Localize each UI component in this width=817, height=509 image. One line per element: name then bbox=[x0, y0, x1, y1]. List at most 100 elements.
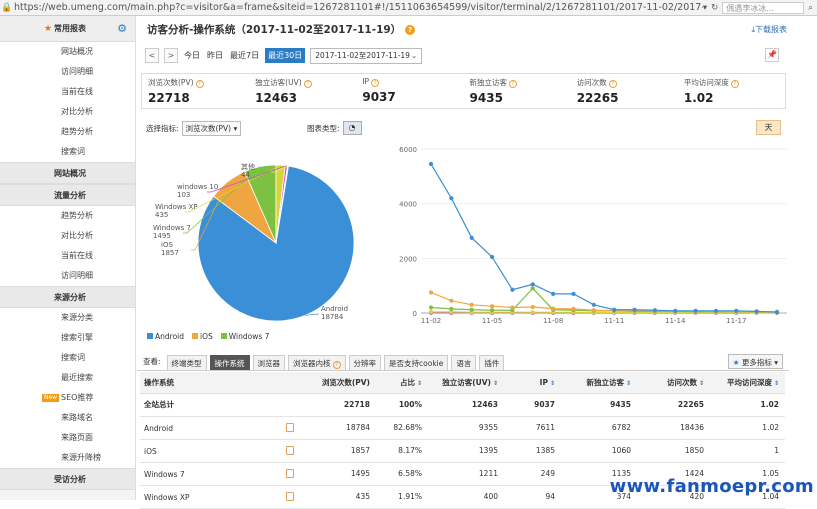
x-tick-label: 11-17 bbox=[726, 317, 746, 325]
metric-depth: 平均访问深度?1.02 bbox=[678, 74, 785, 108]
detail-icon[interactable] bbox=[286, 469, 294, 478]
metric-label: 新独立访客 bbox=[470, 78, 508, 87]
date-range-picker[interactable]: 2017-11-02至2017-11-19 ⌄ bbox=[310, 48, 422, 64]
sidebar-item-traffic-trend[interactable]: 趋势分析 bbox=[0, 206, 135, 226]
prev-period-button[interactable]: < bbox=[145, 48, 159, 63]
sidebar-section-overview[interactable]: 网站概况 bbox=[0, 162, 135, 184]
detail-icon[interactable] bbox=[286, 423, 294, 432]
data-point bbox=[592, 308, 596, 312]
cell-share: 6.58% bbox=[376, 462, 428, 485]
cell-depth: 1.02 bbox=[710, 416, 785, 439]
cell-os: Windows 7 bbox=[140, 462, 310, 485]
col-share[interactable]: 占比⇕ bbox=[376, 372, 428, 393]
search-icon[interactable]: ⌕ bbox=[808, 3, 813, 13]
tab-browser[interactable]: 浏览器 bbox=[253, 355, 286, 370]
legend-item-android[interactable]: Android bbox=[147, 332, 184, 341]
sort-icon: ⇕ bbox=[550, 380, 555, 387]
col-visits[interactable]: 访问次数⇕ bbox=[637, 372, 710, 393]
data-point bbox=[429, 310, 433, 314]
col-uv[interactable]: 独立访客(UV)⇕ bbox=[428, 372, 504, 393]
x-tick-label: 11-14 bbox=[665, 317, 686, 325]
tab-terminal-type[interactable]: 终端类型 bbox=[167, 355, 207, 370]
today-button[interactable]: 今日 bbox=[183, 50, 201, 61]
metric-visits: 访问次数?22265 bbox=[571, 74, 678, 108]
url-text[interactable]: https://web.umeng.com/main.php?c=visitor… bbox=[14, 2, 703, 13]
next-period-button[interactable]: > bbox=[164, 48, 178, 63]
sidebar-item-online-now[interactable]: 当前在线 bbox=[0, 82, 135, 102]
tab-resolution[interactable]: 分辨率 bbox=[349, 355, 382, 370]
data-point bbox=[449, 307, 453, 311]
detail-icon[interactable] bbox=[286, 492, 294, 501]
legend-label: Android bbox=[155, 332, 184, 341]
sidebar-item-search-engine[interactable]: 搜索引擎 bbox=[0, 328, 135, 348]
tab-os[interactable]: 操作系统 bbox=[210, 355, 250, 370]
sidebar-item-site-overview[interactable]: 网站概况 bbox=[0, 42, 135, 62]
sidebar-item-source-ranking[interactable]: 来源升降榜 bbox=[0, 448, 135, 468]
data-point bbox=[693, 309, 697, 313]
col-depth[interactable]: 平均访问深度⇕ bbox=[710, 372, 785, 393]
tab-cookie[interactable]: 是否支持cookie bbox=[384, 355, 448, 370]
metric-value: 1.02 bbox=[684, 91, 785, 105]
gear-icon[interactable]: ⚙ bbox=[117, 22, 127, 35]
sidebar-item-seo[interactable]: New SEO推荐 bbox=[0, 388, 135, 408]
col-pv[interactable]: 浏览次数(PV) bbox=[310, 372, 376, 393]
help-icon[interactable]: ? bbox=[731, 80, 739, 88]
browser-address-bar[interactable]: 🔒 https://web.umeng.com/main.php?c=visit… bbox=[0, 0, 817, 16]
last7-button[interactable]: 最近7日 bbox=[229, 50, 260, 61]
pin-icon[interactable]: 📌 bbox=[765, 48, 779, 62]
help-icon[interactable]: ? bbox=[405, 25, 415, 35]
browser-search-field[interactable]: 偶遇李冰冰... bbox=[722, 2, 804, 14]
indicator-dropdown[interactable]: 浏览次数(PV) ▾ bbox=[182, 121, 242, 136]
x-tick-label: 11-02 bbox=[421, 317, 441, 325]
help-icon[interactable]: ? bbox=[304, 80, 312, 88]
cell-pv: 22718 bbox=[310, 393, 376, 416]
metric-value: 9037 bbox=[362, 90, 463, 104]
sidebar-item-compare[interactable]: 对比分析 bbox=[0, 102, 135, 122]
data-point bbox=[714, 309, 718, 313]
col-os[interactable]: 操作系统 bbox=[140, 372, 310, 393]
sidebar-item-recent-search[interactable]: 最近搜索 bbox=[0, 368, 135, 388]
cell-ip: 1385 bbox=[504, 439, 561, 462]
more-metrics-button[interactable]: ★ 更多指标 ▾ bbox=[728, 354, 783, 369]
sidebar-header-common-reports[interactable]: ★ 常用报表 ⚙ bbox=[0, 16, 135, 42]
sidebar-item-search-terms[interactable]: 搜索词 bbox=[0, 142, 135, 162]
pie-label-name: windows 10 bbox=[177, 183, 218, 191]
help-icon[interactable]: ? bbox=[196, 80, 204, 88]
sidebar-section-traffic[interactable]: 流量分析 bbox=[0, 184, 135, 206]
detail-icon[interactable] bbox=[286, 446, 294, 455]
sidebar-item-source-category[interactable]: 来源分类 bbox=[0, 308, 135, 328]
help-icon[interactable]: ? bbox=[371, 79, 379, 87]
sidebar-item-referrer-page[interactable]: 来路页面 bbox=[0, 428, 135, 448]
reload-icon[interactable]: ↻ bbox=[711, 3, 718, 13]
legend-item-ios[interactable]: iOS bbox=[192, 332, 213, 341]
tab-plugin[interactable]: 插件 bbox=[479, 355, 504, 370]
day-granularity-button[interactable]: 天 bbox=[756, 120, 781, 135]
col-new-uv[interactable]: 新独立访客⇕ bbox=[561, 372, 637, 393]
sidebar-item-traffic-online[interactable]: 当前在线 bbox=[0, 246, 135, 266]
sidebar-item-source-search-terms[interactable]: 搜索词 bbox=[0, 348, 135, 368]
help-icon[interactable]: ? bbox=[509, 80, 517, 88]
sidebar-item-referrer-domain[interactable]: 来路域名 bbox=[0, 408, 135, 428]
pie-label-name: Windows 7 bbox=[153, 224, 191, 232]
dropdown-icon[interactable]: ▾ bbox=[703, 3, 707, 13]
sidebar-item-traffic-details[interactable]: 访问明细 bbox=[0, 266, 135, 286]
metric-uv: 独立访客(UV)?12463 bbox=[249, 74, 356, 108]
col-ip[interactable]: IP⇕ bbox=[504, 372, 561, 393]
help-icon[interactable]: ? bbox=[609, 80, 617, 88]
sidebar-section-visited[interactable]: 受访分析 bbox=[0, 468, 135, 490]
cell-os-label: Windows 7 bbox=[144, 470, 204, 479]
legend-item-win7[interactable]: Windows 7 bbox=[221, 332, 270, 341]
pie-chart-icon[interactable]: ◔ bbox=[343, 121, 362, 135]
sidebar-item-traffic-compare[interactable]: 对比分析 bbox=[0, 226, 135, 246]
last30-button[interactable]: 最近30日 bbox=[265, 48, 305, 63]
tab-language[interactable]: 语言 bbox=[451, 355, 476, 370]
yesterday-button[interactable]: 昨日 bbox=[206, 50, 224, 61]
data-point bbox=[531, 286, 535, 290]
download-report-link[interactable]: ⤓下载报表 bbox=[751, 24, 787, 35]
tabs-label: 查看: bbox=[143, 356, 161, 370]
sidebar-item-trend[interactable]: 趋势分析 bbox=[0, 122, 135, 142]
metric-value: 9435 bbox=[470, 91, 571, 105]
tab-browser-kernel[interactable]: 浏览器内核? bbox=[288, 355, 346, 370]
sidebar-section-source[interactable]: 来源分析 bbox=[0, 286, 135, 308]
sidebar-item-visit-details[interactable]: 访问明细 bbox=[0, 62, 135, 82]
